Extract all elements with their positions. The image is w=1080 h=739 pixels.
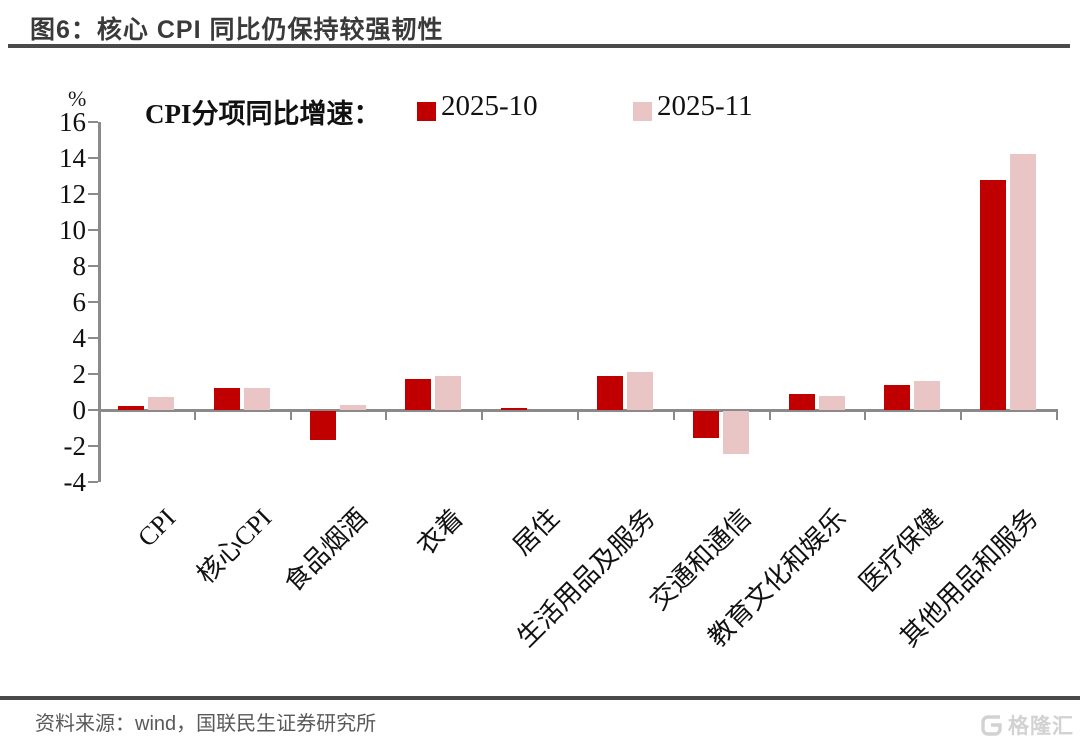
y-tick-label: 6 bbox=[72, 287, 87, 317]
y-tick bbox=[88, 301, 98, 303]
legend-title: CPI分项同比增速： bbox=[145, 99, 381, 129]
y-tick-label: -4 bbox=[63, 467, 87, 497]
y-tick-label: -2 bbox=[63, 431, 87, 461]
x-tick bbox=[577, 410, 579, 420]
x-tick bbox=[1056, 410, 1058, 420]
bar-2025-10-核心CPI bbox=[213, 388, 240, 410]
legend-label-2025-11: 2025-11 bbox=[657, 90, 753, 122]
bar-2025-10-其他用品和服务 bbox=[980, 179, 1007, 410]
bar-2025-11-CPI bbox=[147, 397, 174, 410]
legend-label-2025-10: 2025-10 bbox=[441, 90, 538, 122]
bar-2025-11-生活用品及服务 bbox=[626, 372, 653, 410]
y-tick-label: 2 bbox=[72, 359, 87, 389]
bar-2025-11-衣着 bbox=[435, 375, 462, 410]
source-note: 资料来源：wind，国联民生证券研究所 bbox=[35, 713, 377, 735]
category-label: 食品烟酒 bbox=[279, 503, 374, 598]
bar-2025-10-衣着 bbox=[405, 379, 432, 410]
x-tick bbox=[864, 410, 867, 420]
x-tick bbox=[672, 410, 675, 420]
category-label: 核心CPI bbox=[191, 503, 278, 590]
y-tick bbox=[88, 337, 98, 339]
bar-2025-11-核心CPI bbox=[243, 388, 270, 410]
bar-2025-11-交通和通信 bbox=[722, 411, 749, 455]
x-tick bbox=[481, 410, 484, 420]
y-tick-label: 4 bbox=[72, 323, 87, 353]
y-axis bbox=[98, 122, 101, 482]
y-tick bbox=[88, 409, 98, 411]
bar-2025-11-教育文化和娱乐 bbox=[818, 395, 845, 410]
category-label: CPI bbox=[132, 503, 182, 553]
footer-divider bbox=[0, 696, 1080, 700]
y-tick-label: 14 bbox=[59, 143, 86, 173]
x-tick bbox=[289, 410, 292, 420]
bar-2025-10-CPI bbox=[117, 406, 144, 410]
y-tick-label: 10 bbox=[59, 215, 86, 245]
category-label: 衣着 bbox=[411, 503, 470, 561]
x-tick bbox=[193, 410, 196, 420]
y-tick bbox=[88, 445, 98, 447]
bar-2025-10-居住 bbox=[501, 408, 528, 410]
x-tick bbox=[385, 410, 388, 420]
gelonghui-logo-text: 格隆汇 bbox=[1008, 715, 1074, 738]
bar-2025-10-医疗保健 bbox=[884, 384, 911, 410]
legend-swatch-2025-10 bbox=[417, 102, 436, 121]
category-label: 医疗保健 bbox=[854, 503, 949, 598]
x-axis bbox=[98, 409, 1058, 412]
bar-2025-10-食品烟酒 bbox=[309, 411, 336, 440]
x-tick bbox=[960, 410, 963, 420]
y-tick-label: 12 bbox=[59, 179, 86, 209]
bar-2025-10-生活用品及服务 bbox=[596, 375, 623, 410]
bar-2025-11-医疗保健 bbox=[914, 381, 941, 410]
category-label: 居住 bbox=[507, 503, 565, 561]
y-tick bbox=[88, 373, 98, 375]
y-tick-label: 0 bbox=[72, 395, 87, 425]
y-tick bbox=[88, 229, 98, 231]
figure-title: 图6：核心 CPI 同比仍保持较强韧性 bbox=[30, 16, 444, 44]
legend-swatch-2025-11 bbox=[633, 102, 652, 121]
x-tick bbox=[768, 410, 771, 420]
gelonghui-logo: 格隆汇 bbox=[979, 710, 1074, 739]
bar-2025-11-其他用品和服务 bbox=[1010, 154, 1037, 410]
y-tick bbox=[88, 193, 98, 195]
y-tick-label: 8 bbox=[72, 251, 87, 281]
y-axis-unit-label: % bbox=[68, 86, 87, 111]
y-tick bbox=[88, 481, 98, 483]
bar-2025-10-教育文化和娱乐 bbox=[788, 393, 815, 410]
gelonghui-logo-icon bbox=[981, 714, 1002, 736]
bar-2025-11-食品烟酒 bbox=[339, 404, 366, 410]
title-divider bbox=[8, 44, 1070, 48]
y-tick bbox=[88, 265, 98, 267]
y-tick-label: 16 bbox=[59, 107, 86, 137]
bar-2025-10-交通和通信 bbox=[692, 411, 719, 438]
y-tick bbox=[88, 121, 98, 123]
y-tick bbox=[88, 157, 98, 159]
